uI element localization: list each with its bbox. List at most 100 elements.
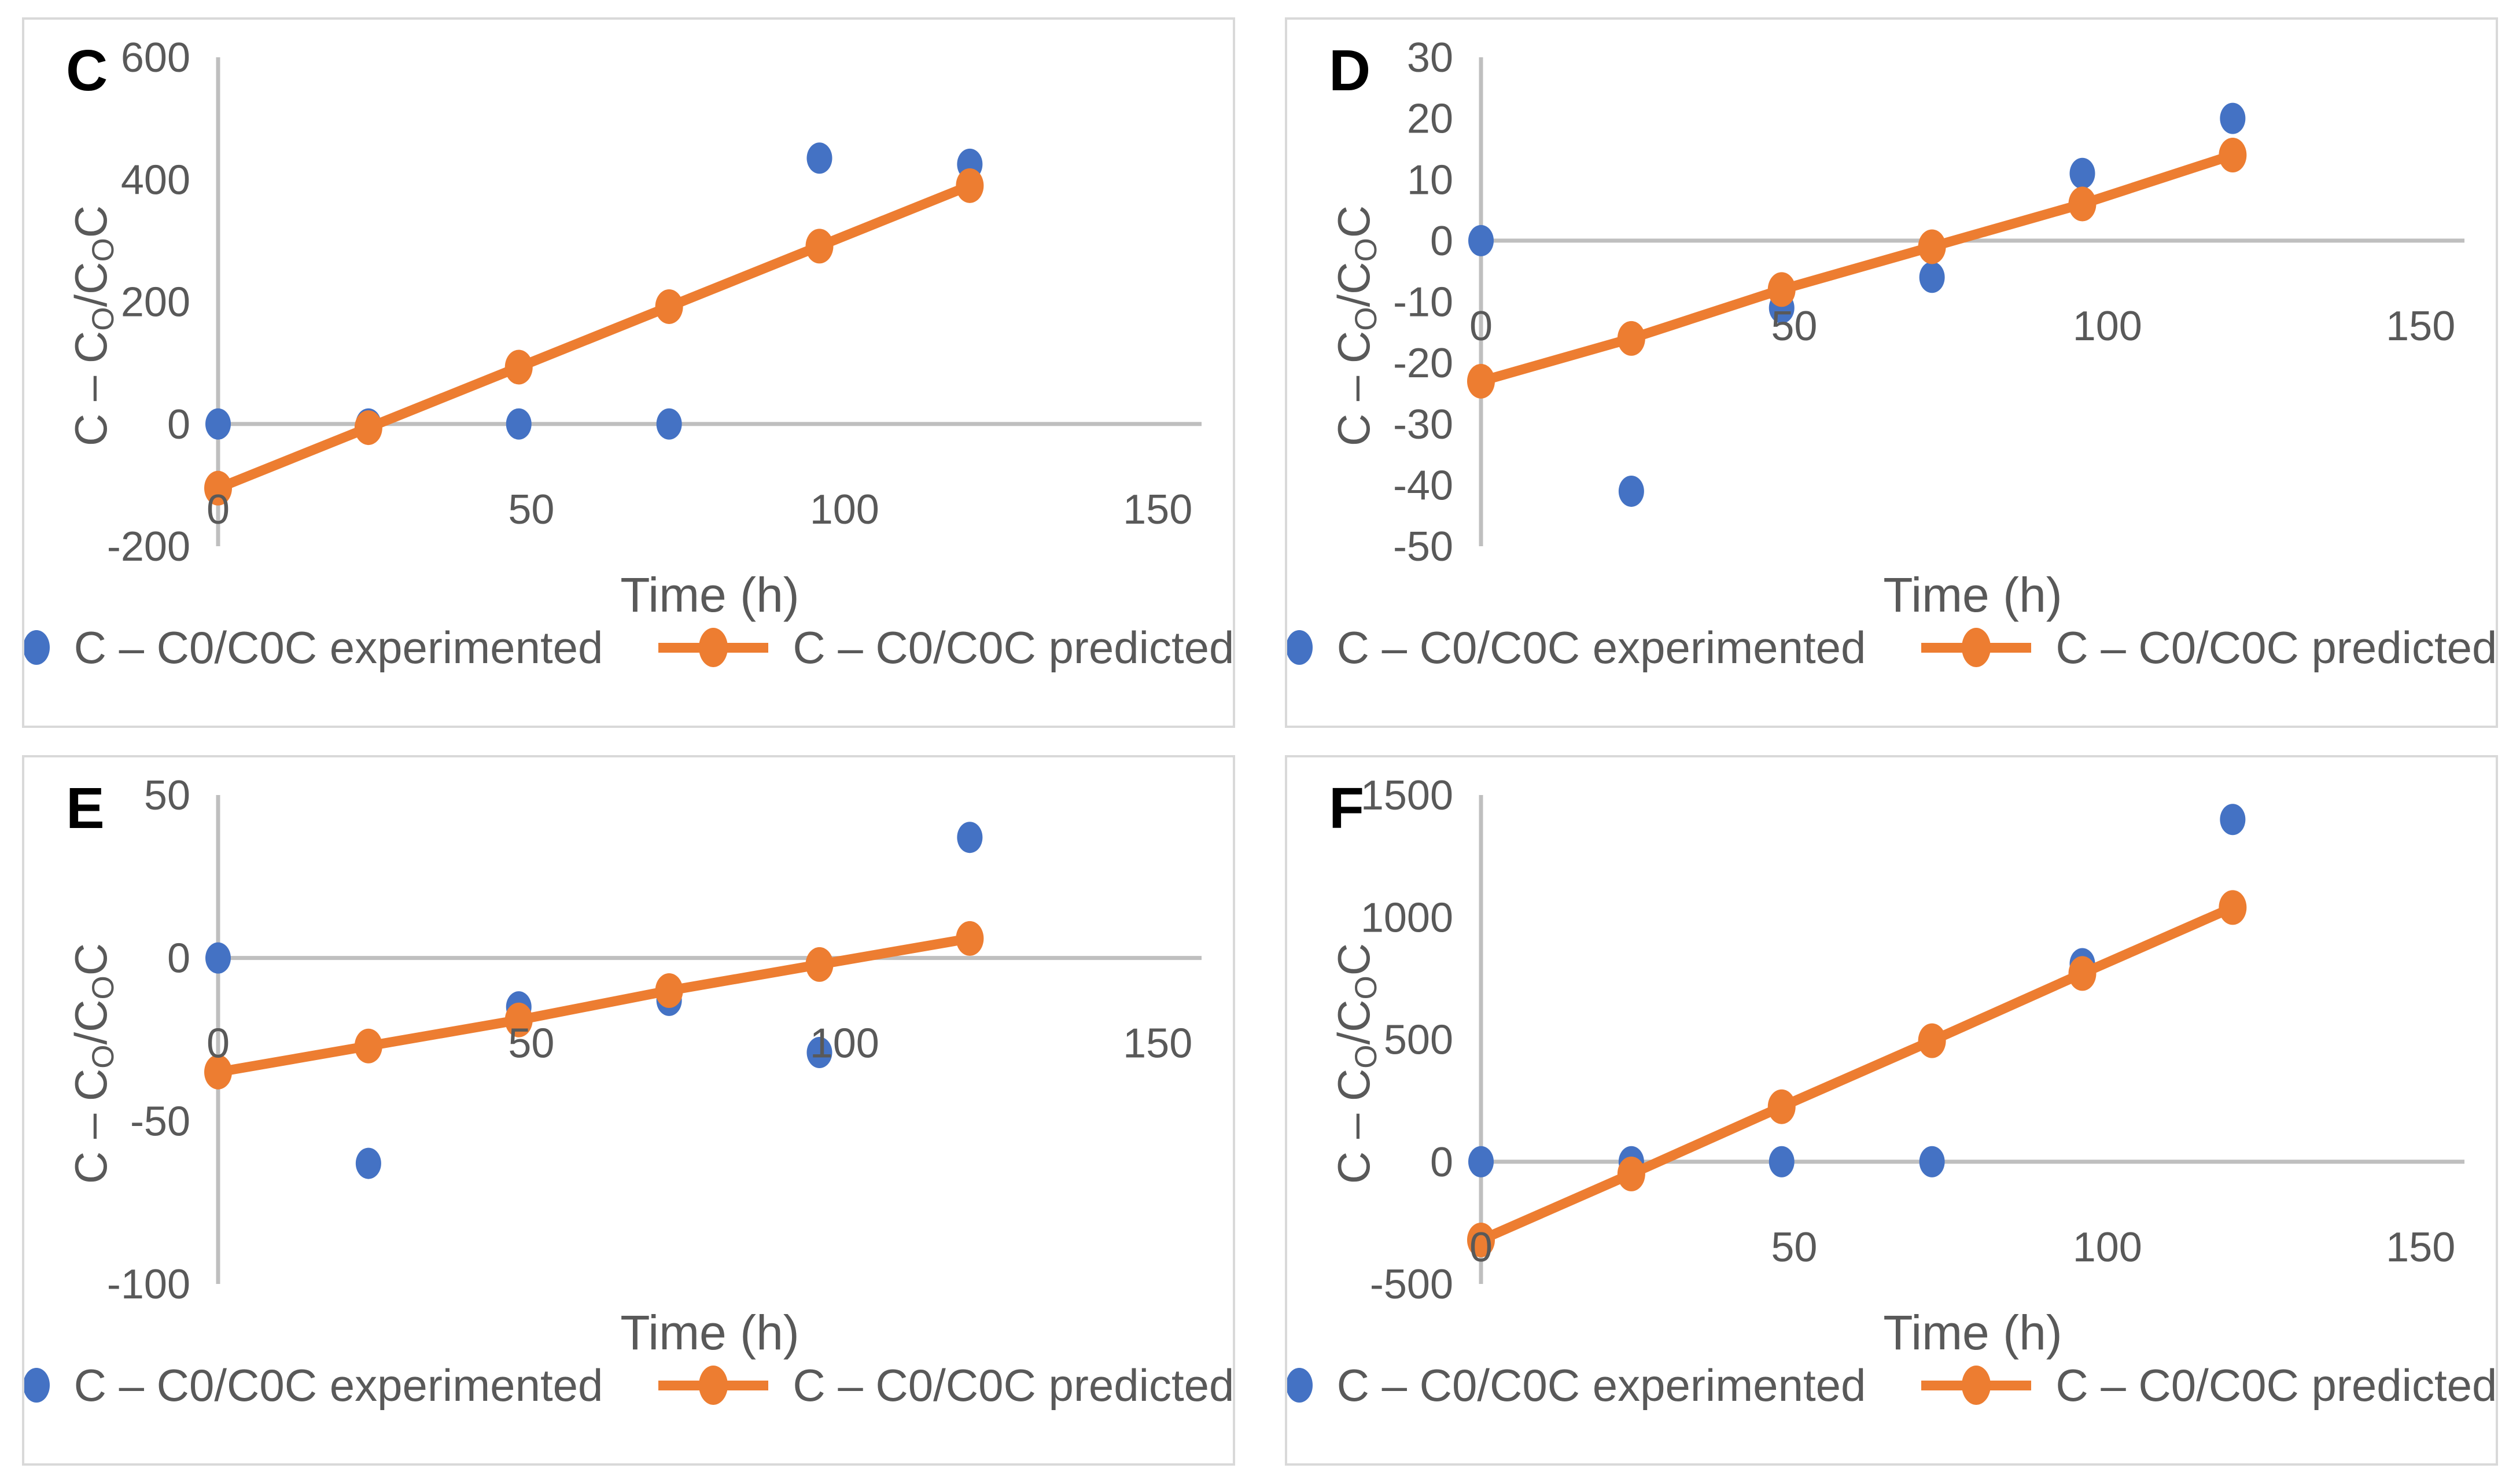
experimented-data-point (1618, 475, 1644, 507)
predicted-series-line (1476, 902, 2238, 1245)
y-tick-label: -500 (1370, 1261, 1453, 1308)
scatter-marker-icon (24, 630, 50, 665)
y-tick-label: -10 (1393, 279, 1453, 326)
scatter-marker-icon (1287, 1368, 1313, 1403)
experimented-data-point (355, 1147, 381, 1179)
chart-plot-area-E: 50 0 -50 -100 0 50 100 150 (107, 772, 1202, 1308)
experimented-data-point (1769, 1146, 1795, 1177)
predicted-data-point (504, 349, 533, 385)
legend: C – C0/C0C experimented C – C0/C0C predi… (24, 1359, 1233, 1411)
predicted-data-point (1467, 1222, 1495, 1257)
predicted-data-point (1467, 363, 1495, 399)
predicted-data-point (1918, 229, 1946, 264)
predicted-data-point (2068, 956, 2097, 991)
panel-letter-D: D (1329, 38, 1371, 103)
x-axis-title: Time (h) (620, 568, 800, 622)
x-tick-label: 50 (508, 487, 554, 533)
predicted-data-point (204, 1054, 232, 1090)
panel-F: 1500 1000 500 0 -500 0 50 100 150 F C – CO/COC T… (1285, 755, 2498, 1466)
legend: C – C0/C0C experimented C – C0/C0C predi… (24, 621, 1233, 674)
y-tick-label: 200 (121, 279, 190, 326)
predicted-data-point (655, 973, 683, 1008)
legend-item-experimented: C – C0/C0C experimented (24, 622, 603, 673)
legend: C – C0/C0C experimented C – C0/C0C predi… (1287, 621, 2496, 674)
experimented-data-point (2220, 804, 2246, 836)
predicted-data-point (2219, 890, 2247, 925)
panel-E: 50 0 -50 -100 0 50 100 150 E C – CO/COC Time (h… (22, 755, 1235, 1466)
x-tick-label: 150 (2386, 303, 2455, 349)
x-axis-title: Time (h) (620, 1305, 800, 1360)
y-tick-label: 30 (1407, 35, 1453, 81)
predicted-data-point (2219, 138, 2247, 172)
x-tick-label: 150 (2386, 1224, 2455, 1271)
legend-label-experimented: C – C0/C0C experimented (1336, 622, 1866, 673)
experimented-data-point (1468, 1146, 1494, 1177)
y-tick-label: -20 (1393, 340, 1453, 387)
scatter-marker-icon (24, 1368, 50, 1403)
experimented-data-point (806, 142, 832, 174)
experimented-data-point (1919, 262, 1945, 293)
experimented-data-point (2220, 102, 2246, 134)
predicted-data-point (354, 410, 382, 446)
predicted-data-point (956, 168, 984, 203)
y-tick-label: -50 (1393, 524, 1453, 570)
scatter-marker-icon (1287, 630, 1313, 665)
legend-item-experimented: C – C0/C0C experimented (24, 1360, 603, 1411)
x-axis-title: Time (h) (1883, 1305, 2062, 1360)
legend-item-experimented: C – C0/C0C experimented (1287, 1360, 1866, 1411)
predicted-data-point (655, 289, 683, 324)
legend-label-experimented: C – C0/C0C experimented (73, 622, 603, 673)
legend-item-experimented: C – C0/C0C experimented (1287, 622, 1866, 673)
y-tick-label: 20 (1407, 96, 1453, 142)
line-marker-icon (658, 628, 769, 667)
experimented-data-point (205, 408, 231, 440)
predicted-series-line (1476, 150, 2238, 387)
panel-letter-F: F (1329, 776, 1365, 841)
y-tick-label: 0 (1430, 218, 1453, 264)
legend-item-predicted: C – C0/C0C predicted (1921, 1360, 2497, 1411)
predicted-data-point (1617, 321, 1645, 356)
y-tick-label: 500 (1384, 1017, 1453, 1064)
y-tick-label: 0 (167, 402, 190, 448)
experimented-data-point (2069, 157, 2095, 189)
y-tick-label: 400 (121, 157, 190, 203)
y-tick-label: 0 (167, 936, 190, 982)
y-tick-label: 1500 (1361, 772, 1453, 819)
predicted-data-point (1767, 272, 1796, 307)
experimented-data-point (205, 942, 231, 974)
predicted-data-point (2068, 186, 2097, 222)
legend-item-predicted: C – C0/C0C predicted (1921, 625, 2496, 670)
y-tick-label: 50 (144, 772, 190, 819)
predicted-data-point (1617, 1156, 1645, 1191)
legend-label-experimented: C – C0/C0C experimented (73, 1360, 603, 1411)
x-tick-label: 50 (1771, 1224, 1817, 1271)
legend-label-predicted: C – C0/C0C predicted (2055, 1360, 2497, 1411)
line-marker-icon (1921, 1366, 2032, 1405)
legend-item-predicted: C – C0/C0C predicted (658, 622, 1235, 673)
chart-plot-area-F: 1500 1000 500 0 -500 0 50 100 150 (1361, 772, 2464, 1308)
panel-D: 30 20 10 0 -10 -20 -30 -40 -50 0 50 100 150 D C – CO… (1285, 17, 2498, 728)
y-tick-label: -50 (130, 1098, 190, 1145)
line-marker-icon (1921, 628, 2032, 667)
y-tick-label: 0 (1430, 1139, 1453, 1186)
y-tick-label: 10 (1407, 157, 1453, 203)
predicted-series-line (213, 181, 975, 494)
x-tick-label: 0 (1469, 303, 1493, 349)
legend-label-experimented: C – C0/C0C experimented (1336, 1360, 1866, 1411)
x-tick-label: 50 (1771, 303, 1817, 349)
legend-label-predicted: C – C0/C0C predicted (793, 622, 1235, 673)
x-tick-label: 100 (810, 487, 879, 533)
predicted-data-point (504, 1002, 533, 1037)
legend-label-predicted: C – C0/C0C predicted (793, 1360, 1235, 1411)
panel-letter-E: E (66, 776, 105, 841)
experimented-data-point (1919, 1146, 1945, 1177)
y-tick-label: -200 (107, 524, 190, 570)
chart-plot-area-C: 600 400 200 0 -200 0 50 100 150 (107, 35, 1202, 570)
x-axis-title: Time (h) (1883, 568, 2062, 622)
x-tick-label: 100 (2073, 1224, 2142, 1271)
y-tick-label: 600 (121, 35, 190, 81)
x-tick-label: 0 (1469, 1224, 1493, 1271)
x-tick-label: 150 (1123, 1021, 1192, 1067)
